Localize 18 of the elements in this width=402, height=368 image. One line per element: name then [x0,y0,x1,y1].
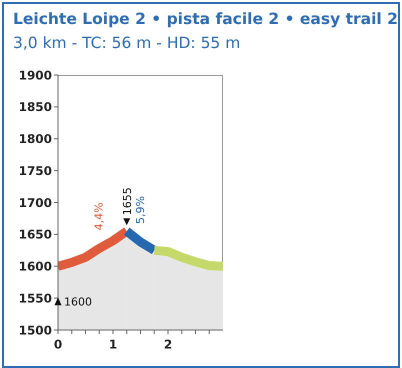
y-tick-label: 1650 [18,228,52,242]
annotation: 4,4% [92,202,106,230]
chart-title: Leichte Loipe 2 • pista facile 2 • easy trail 2 [13,10,398,28]
chart-subtitle: 3,0 km - TC: 56 m - HD: 55 m [13,34,240,52]
y-tick-label: 1750 [18,164,52,178]
y-tick-label: 1550 [18,291,52,306]
annotation: 1600 [64,295,92,308]
y-tick-label: 1600 [18,260,52,274]
y-tick-label: 1850 [18,100,52,114]
annotation: 5,9% [134,196,147,224]
x-tick-label: 0 [54,338,62,352]
y-tick-label: 1900 [18,68,52,82]
y-tick-label: 1500 [18,323,52,338]
x-tick-label: 2 [164,338,172,352]
y-tick-label: 1700 [18,196,52,210]
x-tick-label: 1 [108,338,118,352]
y-tick-label: 1800 [18,132,52,146]
annotation: 1655 [120,187,134,216]
